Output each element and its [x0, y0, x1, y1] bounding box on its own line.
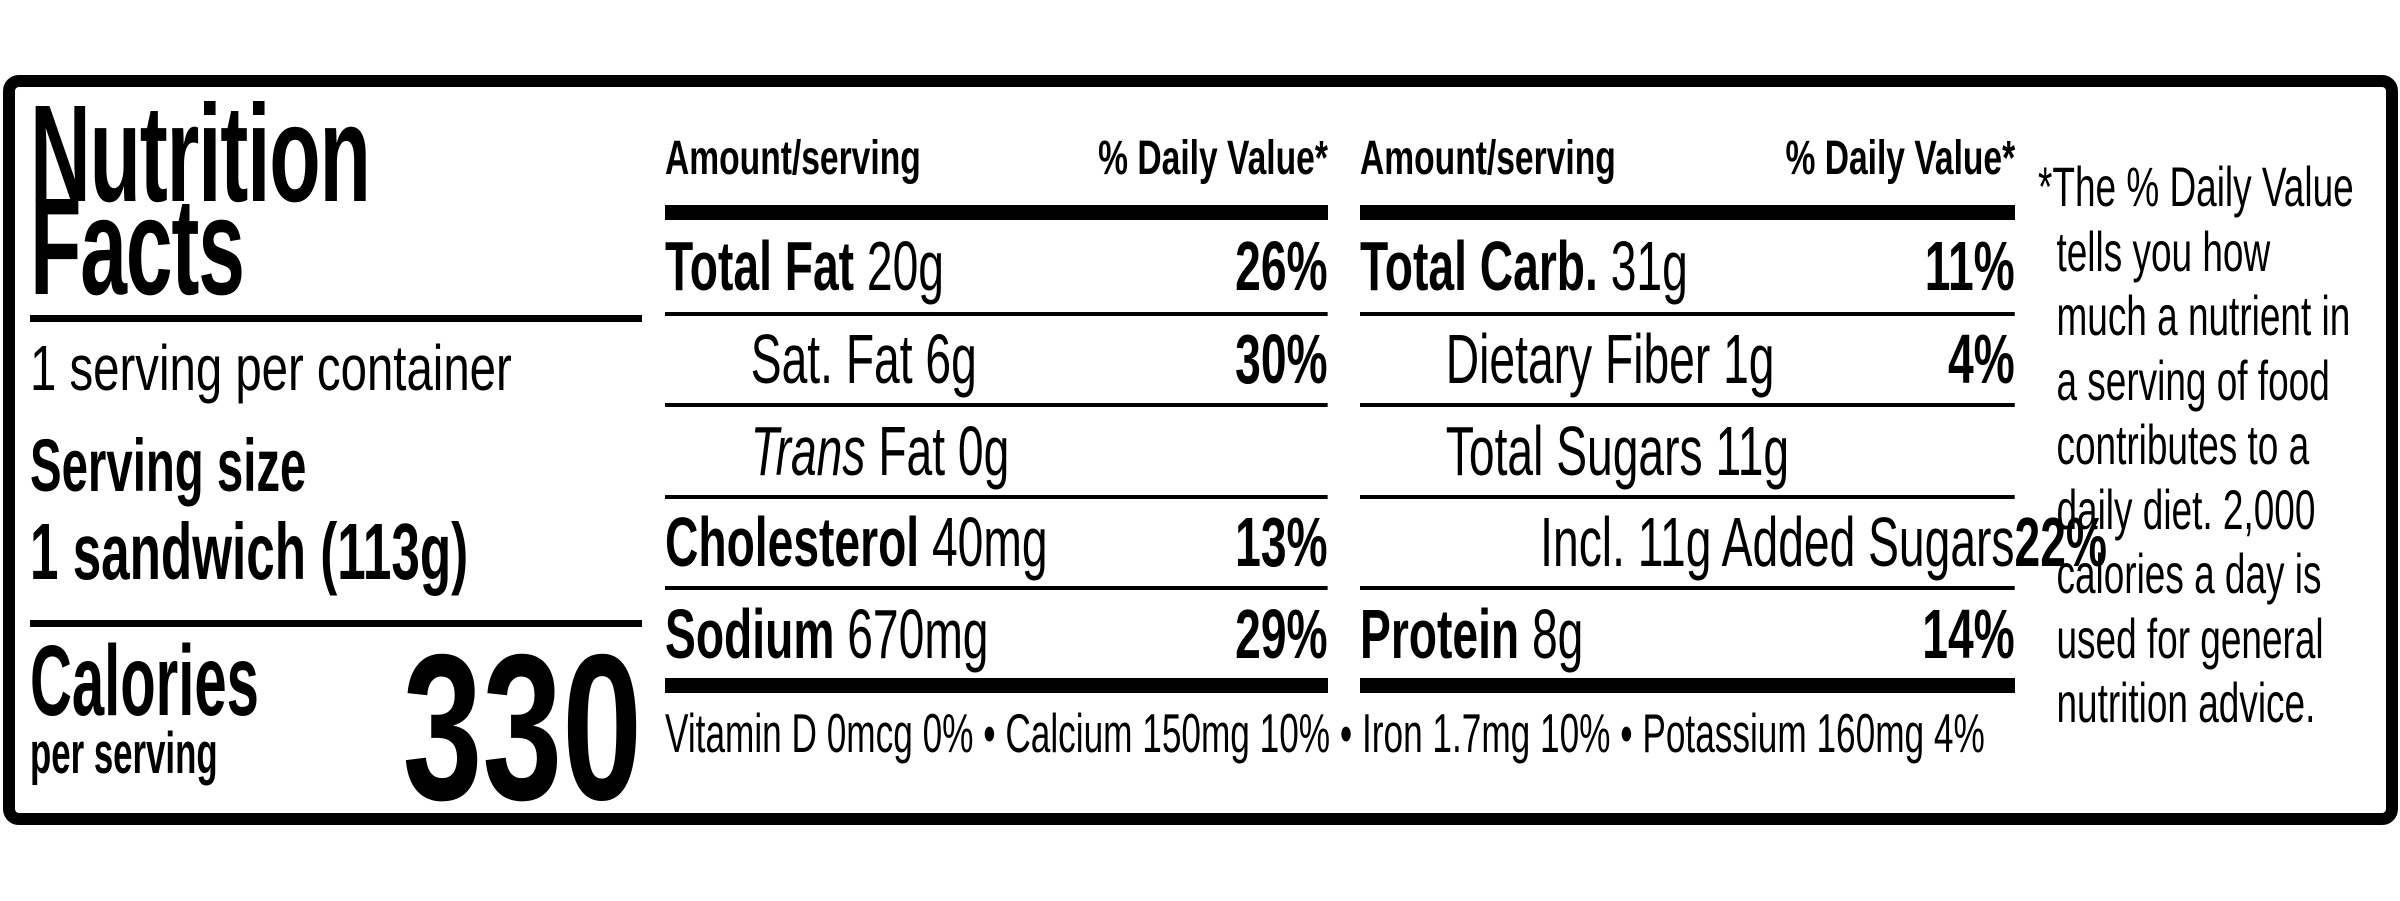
nutrient-name: Sodium — [665, 594, 835, 673]
title-line-1: Nutrition — [30, 77, 371, 231]
nutrient-name-and-amount: Protein 8g — [1360, 594, 1583, 674]
footnote-line: much a nutrient in — [2056, 284, 2351, 347]
nutrient-name-italic: Trans — [750, 411, 866, 490]
nutrient-name: Total Sugars — [1445, 411, 1703, 490]
nutrient-name-and-amount: Total Sugars 11g — [1360, 411, 1789, 491]
label-left-panel: Nutrition Facts 1 serving per container … — [30, 77, 642, 844]
footnote-line: nutrition advice. — [2056, 671, 2316, 734]
nutrient-name-and-amount: Total Fat 20g — [665, 226, 944, 306]
nutrient-name-and-amount: Sodium 670mg — [665, 594, 989, 674]
title-line-2: Facts — [30, 170, 245, 324]
nutrient-amount: 11g — [1715, 411, 1790, 490]
nutrient-amount: 20g — [866, 226, 944, 305]
nutrient-amount: 31g — [1610, 226, 1688, 305]
daily-value-header: % Daily Value* — [1098, 132, 1328, 185]
nutrient-name: Incl. 11g Added Sugars — [1540, 503, 2015, 582]
nutrient-name-and-amount: Dietary Fiber 1g — [1360, 319, 1775, 399]
header-separator-bar — [1360, 205, 2015, 220]
footnote-line: used for general — [2056, 606, 2324, 670]
nutrition-facts-label: Nutrition Facts 1 serving per container … — [3, 75, 2398, 844]
daily-value: 30% — [1235, 320, 1328, 399]
nutrient-column-1: Amount/serving % Daily Value* Total Fat … — [665, 87, 1328, 813]
row-trans-fat: Trans Fat 0g — [665, 403, 1328, 495]
nutrient-name: Dietary Fiber — [1445, 320, 1711, 399]
nutrient-column-2: Amount/serving % Daily Value* Total Carb… — [1360, 87, 2107, 813]
amount-serving-header: Amount/serving — [1360, 132, 1616, 185]
column-2-header: Amount/serving % Daily Value* — [1360, 134, 2015, 184]
footnote-line: a serving of food — [2056, 348, 2330, 412]
footnote-line: contributes to a — [2056, 413, 2310, 476]
daily-value-header: % Daily Value* — [1785, 132, 2016, 185]
divider — [30, 315, 642, 322]
header-separator-bar — [665, 205, 1328, 220]
footnote-line: *The % Daily Value — [2038, 155, 2354, 218]
daily-value: 13% — [1235, 503, 1328, 582]
divider — [30, 620, 642, 627]
amount-serving-header: Amount/serving — [665, 132, 921, 185]
servings-per-container: 1 serving per container — [30, 332, 512, 404]
daily-value: 22% — [2014, 503, 2107, 582]
row-total-carb: Total Carb. 31g 11% — [1360, 220, 2015, 312]
calories-sublabel: per serving — [30, 721, 218, 786]
footnote-line: calories a day is — [2056, 542, 2322, 605]
row-total-fat: Total Fat 20g 26% — [665, 220, 1328, 312]
row-cholesterol: Cholesterol 40mg 13% — [665, 494, 1328, 587]
nutrient-amount: 670mg — [847, 594, 989, 673]
nutrient-name: Total Fat — [665, 226, 855, 305]
daily-value: 4% — [1947, 320, 2015, 399]
row-sat-fat: Sat. Fat 6g 30% — [665, 311, 1328, 404]
calories-label: Calories — [30, 625, 259, 737]
calories-value: 330 — [402, 612, 642, 844]
nutrient-name-and-amount: Sat. Fat 6g — [665, 319, 977, 399]
daily-value-footnote: *The % Daily Value tells you how much a … — [2038, 155, 2375, 736]
column-1-header: Amount/serving % Daily Value* — [665, 134, 1328, 184]
serving-size-value: 1 sandwich (113g) — [30, 507, 469, 596]
footer-separator-bar — [665, 678, 1328, 693]
row-total-sugars: Total Sugars 11g — [1360, 403, 2015, 495]
daily-value: 14% — [1922, 594, 2015, 673]
footnote-line: daily diet. 2,000 — [2056, 477, 2316, 541]
nutrient-name-and-amount: Trans Fat 0g — [665, 411, 1010, 491]
row-sodium: Sodium 670mg 29% — [665, 586, 1328, 678]
row-dietary-fiber: Dietary Fiber 1g 4% — [1360, 311, 2015, 404]
footer-separator-bar — [1360, 678, 2015, 693]
footnote-line: tells you how — [2056, 219, 2271, 283]
column-2-rows: Total Carb. 31g 11% Dietary Fiber 1g 4% … — [1360, 220, 2107, 678]
serving-size-label: Serving size — [30, 424, 307, 507]
nutrient-name: Total Carb. — [1360, 226, 1598, 305]
nutrient-name-and-amount: Cholesterol 40mg — [665, 502, 1048, 582]
daily-value: 26% — [1235, 226, 1328, 305]
nutrient-amount: 0g — [957, 411, 1010, 490]
nutrient-name-and-amount: Incl. 11g Added Sugars — [1360, 502, 2015, 582]
micronutrients-line: Vitamin D 0mcg 0% • Calcium 150mg 10% • … — [665, 702, 1985, 764]
row-protein: Protein 8g 14% — [1360, 586, 2015, 678]
row-added-sugars: Incl. 11g Added Sugars 22% — [1360, 494, 2107, 587]
nutrition-facts-title: Nutrition Facts — [30, 77, 642, 324]
daily-value: 29% — [1235, 594, 1328, 673]
nutrient-name: Fat — [878, 411, 946, 490]
nutrient-name: Cholesterol — [665, 503, 920, 582]
nutrient-amount: 6g — [925, 320, 977, 399]
daily-value: 11% — [1924, 226, 2015, 305]
nutrient-name: Protein — [1360, 594, 1520, 673]
nutrient-amount: 1g — [1723, 320, 1775, 399]
nutrient-name: Sat. Fat — [750, 320, 913, 399]
nutrient-amount: 8g — [1531, 594, 1584, 673]
nutrient-amount: 40mg — [931, 503, 1048, 582]
nutrient-name-and-amount: Total Carb. 31g — [1360, 226, 1688, 306]
column-1-rows: Total Fat 20g 26% Sat. Fat 6g 30% Trans … — [665, 220, 1328, 678]
